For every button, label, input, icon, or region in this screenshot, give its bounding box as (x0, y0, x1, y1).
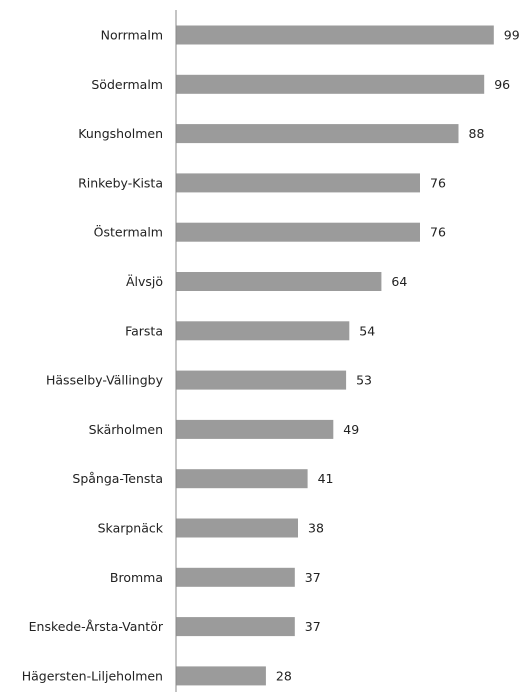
category-label: Hässelby-Vällingby (46, 373, 164, 388)
category-label: Bromma (110, 570, 163, 585)
category-labels-group: Norrmalm Södermalm Kungsholmen Rinkeby-Kist… (22, 28, 164, 684)
bar (176, 617, 295, 637)
category-label: Södermalm (91, 77, 163, 92)
category-label: Kungsholmen (78, 126, 163, 141)
data-label: 99 (504, 28, 520, 43)
data-label: 49 (343, 422, 359, 437)
bar (176, 124, 459, 144)
data-label: 64 (391, 274, 407, 289)
bar (176, 272, 382, 291)
data-label: 96 (494, 77, 510, 92)
data-label: 76 (430, 175, 446, 190)
category-label: Skärholmen (89, 422, 163, 437)
bar (176, 419, 334, 439)
bar (176, 74, 485, 94)
value-labels-group: 99 96 88 76 76 64 54 53 49 41 38 37 37 28 (276, 28, 520, 684)
category-label: Älvsjö (126, 274, 163, 289)
data-label: 53 (356, 373, 372, 388)
data-label: 37 (305, 570, 321, 585)
bar (176, 666, 266, 686)
data-label: 37 (305, 619, 321, 634)
category-label: Farsta (125, 323, 163, 338)
category-label: Hägersten-Liljeholmen (22, 668, 163, 683)
bar (176, 370, 347, 390)
category-label: Spånga-Tensta (72, 471, 163, 486)
bar (176, 222, 420, 242)
bars-group (176, 25, 494, 686)
bar (176, 25, 494, 45)
category-label: Skarpnäck (98, 521, 164, 536)
bar (176, 567, 295, 587)
data-label: 28 (276, 668, 292, 683)
data-label: 76 (430, 225, 446, 240)
data-label: 38 (308, 521, 324, 536)
data-label: 54 (359, 323, 375, 338)
bar (176, 469, 308, 489)
bar (176, 321, 350, 341)
category-label: Enskede-Årsta-Vantör (29, 619, 164, 634)
bar (176, 173, 420, 193)
bar (176, 518, 298, 538)
category-label: Östermalm (94, 224, 163, 240)
category-label: Rinkeby-Kista (78, 175, 163, 190)
data-label: 88 (469, 126, 485, 141)
category-label: Norrmalm (101, 28, 163, 43)
data-label: 41 (318, 471, 334, 486)
